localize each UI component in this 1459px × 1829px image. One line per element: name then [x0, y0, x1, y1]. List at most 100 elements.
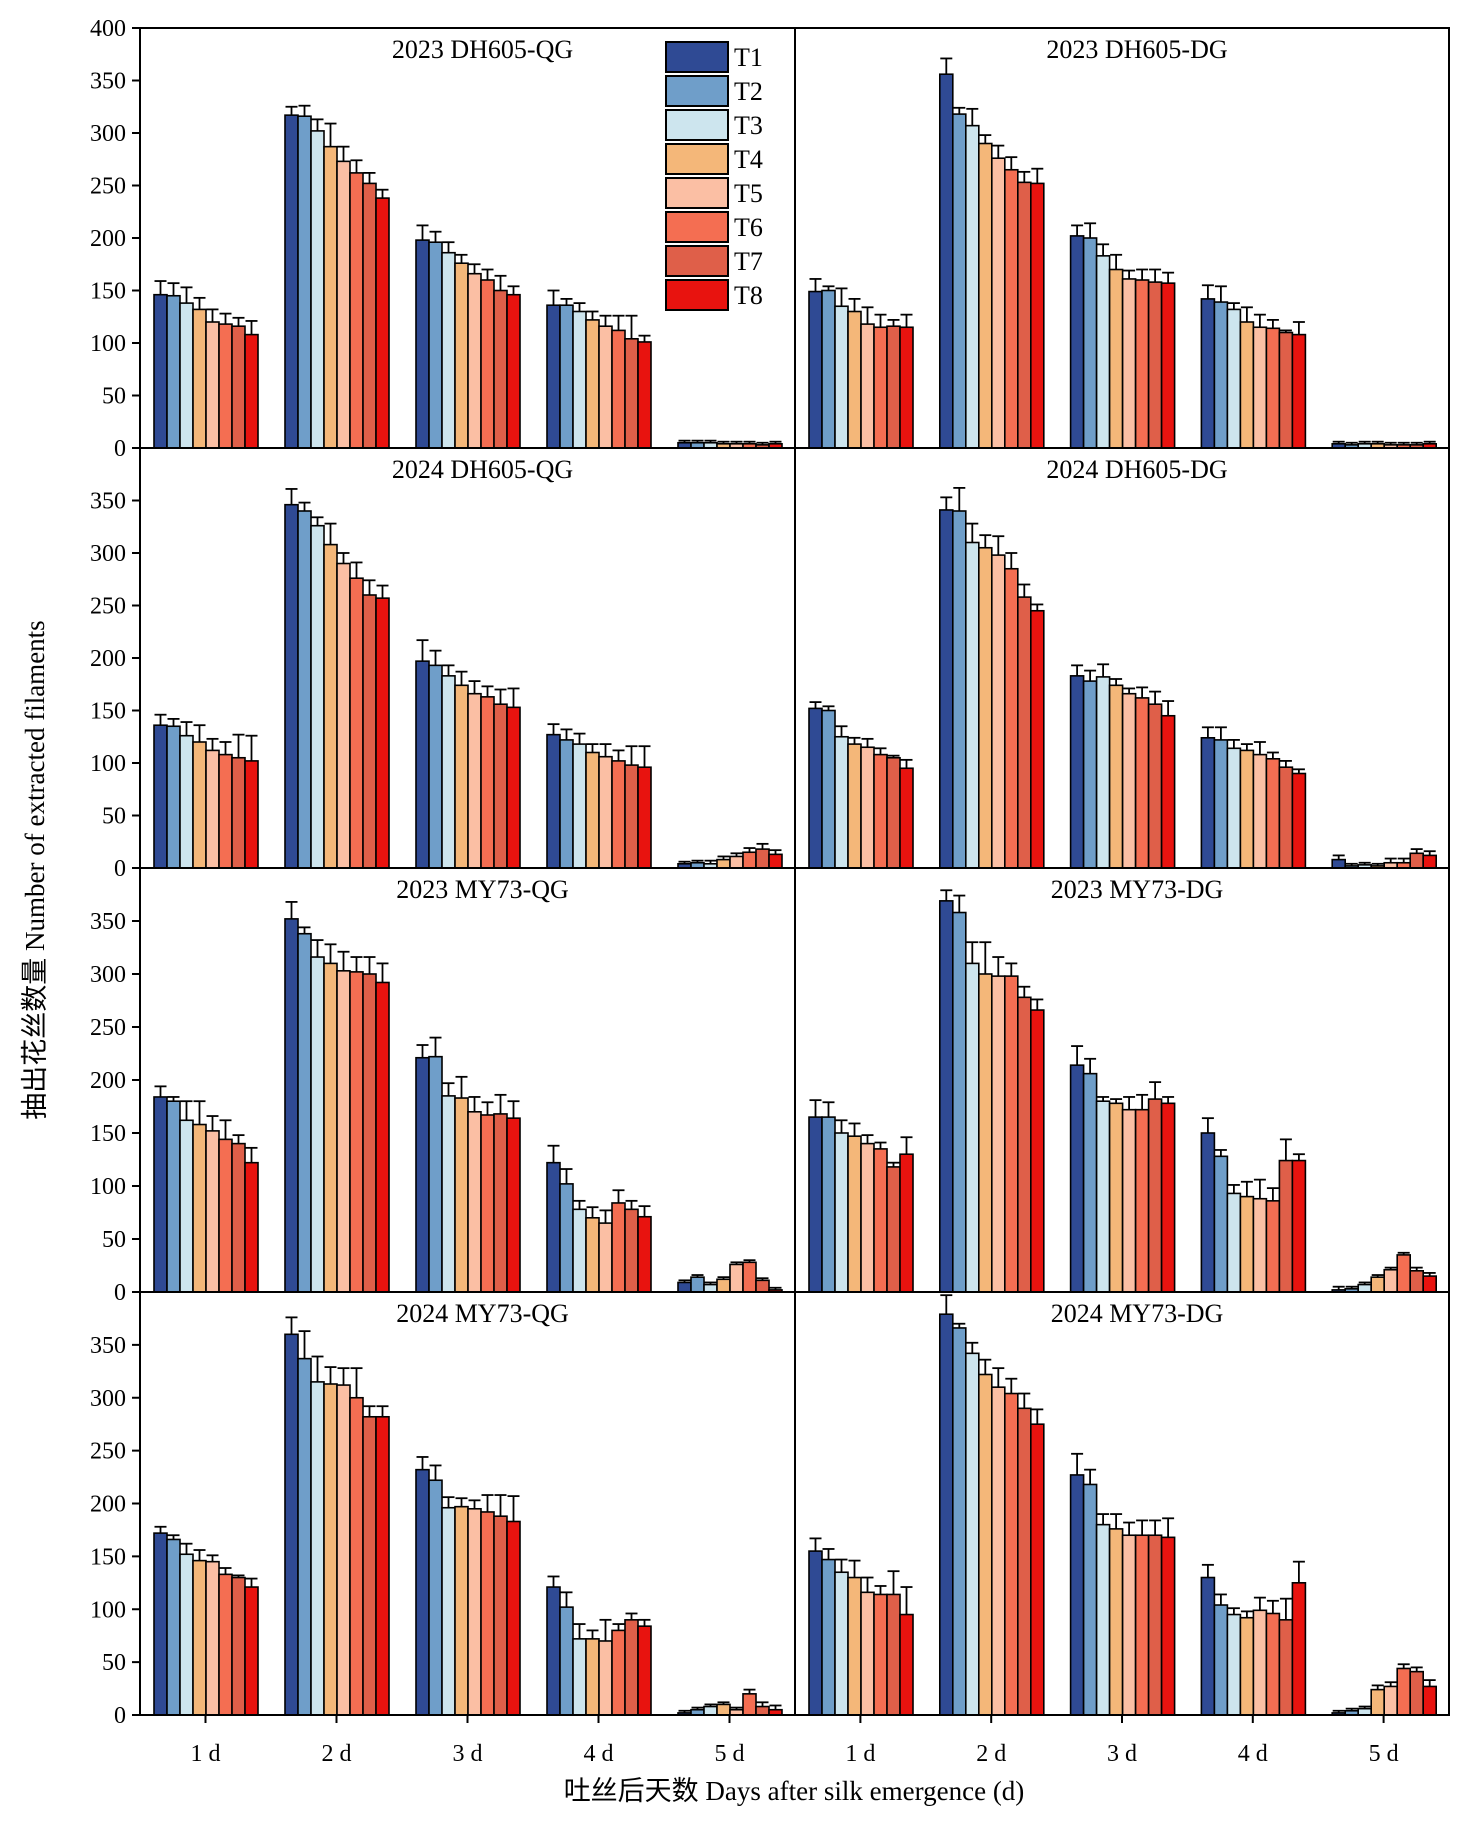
error-bar — [874, 1585, 887, 1595]
bar-t4-4d — [585, 319, 600, 449]
error-bar — [940, 496, 953, 510]
bar-t8-5d — [1422, 1275, 1437, 1293]
error-bar — [704, 1281, 717, 1285]
error-bar — [1345, 441, 1358, 445]
bar-t4-2d — [977, 546, 993, 869]
y-tick-label: 400 — [90, 16, 126, 42]
error-bar — [874, 747, 887, 755]
legend-label: T8 — [734, 281, 763, 310]
bar-t6-2d — [349, 971, 364, 1293]
bar-t1-4d — [1200, 1576, 1216, 1716]
error-bar — [232, 733, 245, 758]
bar-t3-2d — [310, 956, 325, 1293]
bar-t4-2d — [323, 145, 338, 449]
error-bar — [193, 1549, 206, 1561]
bar-t8-4d — [1291, 1582, 1307, 1716]
bar-t7-1d — [886, 1593, 901, 1716]
bar-t7-2d — [1016, 181, 1032, 449]
bar-t7-1d — [886, 756, 901, 869]
error-bar — [612, 1189, 625, 1203]
error-bar — [1071, 1452, 1084, 1475]
legend-item-t4: T4 — [665, 143, 763, 175]
bar-t2-1d — [821, 1116, 836, 1293]
error-bar — [376, 962, 389, 983]
bar-t4-5d — [716, 1703, 731, 1716]
bar-t4-5d — [716, 858, 731, 869]
error-bar — [979, 1358, 992, 1375]
error-bar — [1018, 1392, 1031, 1409]
bar-t3-4d — [1226, 1192, 1242, 1293]
y-tick-label: 150 — [90, 1121, 126, 1147]
error-bar — [1371, 1274, 1384, 1278]
error-bar — [717, 1701, 730, 1705]
bar-t1-1d — [808, 290, 823, 449]
bar-t8-3d — [506, 293, 521, 449]
error-bar — [717, 1276, 730, 1280]
bar-t5-5d — [1383, 1268, 1398, 1293]
error-bar — [167, 1096, 180, 1102]
error-bar — [494, 688, 507, 705]
y-tick-label: 300 — [90, 962, 126, 988]
error-bar — [940, 57, 953, 75]
error-bar — [848, 297, 861, 312]
error-bar — [966, 522, 979, 543]
bar-t1-1d — [808, 707, 823, 869]
error-bar — [547, 289, 560, 306]
error-bar — [455, 253, 468, 264]
legend-label: T1 — [734, 43, 763, 72]
bar-t6-4d — [611, 1202, 626, 1293]
bar-t2-3d — [428, 1479, 443, 1716]
bar-t3-4d — [572, 1638, 587, 1716]
bar-t8-3d — [1160, 1102, 1176, 1293]
error-bar — [468, 1499, 481, 1509]
error-bar — [1201, 1117, 1214, 1133]
error-bar — [1214, 1149, 1227, 1157]
error-bar — [206, 1115, 219, 1131]
error-bar — [1227, 739, 1240, 749]
panel-8: 2024 MY73-DG 1 d 2 d 3 d 4 d 5 d — [794, 1291, 1450, 1767]
error-bar — [350, 561, 363, 579]
error-bar — [442, 1496, 455, 1508]
error-bar — [1253, 1178, 1266, 1199]
bar-t3-2d — [310, 1381, 325, 1716]
y-tick-label: 50 — [102, 804, 126, 830]
error-bar — [494, 1093, 507, 1114]
error-bar — [1253, 1596, 1266, 1611]
error-bar — [285, 105, 298, 116]
error-bar — [298, 1330, 311, 1359]
error-bar — [547, 1144, 560, 1163]
error-bar — [1110, 1513, 1123, 1529]
y-tick-label: 250 — [90, 1015, 126, 1041]
error-bar — [809, 1099, 822, 1118]
error-bar — [416, 224, 429, 241]
error-bar — [900, 313, 913, 328]
error-bar — [219, 741, 232, 755]
error-bar — [1332, 1285, 1345, 1290]
error-bar — [1201, 726, 1214, 738]
bar-t3-1d — [834, 1132, 849, 1293]
error-bar — [1410, 441, 1423, 445]
error-bar — [625, 1612, 638, 1620]
error-bar — [350, 159, 363, 173]
bar-t2-4d — [559, 1606, 574, 1716]
error-bar — [638, 745, 651, 768]
bar-t5-3d — [467, 692, 482, 869]
error-bar — [219, 1119, 232, 1140]
error-bar — [678, 860, 691, 864]
bar-t4-2d — [323, 543, 338, 869]
bar-t1-3d — [415, 1468, 430, 1716]
bar-t3-1d — [834, 735, 849, 869]
bar-t8-3d — [1160, 282, 1176, 449]
bar-t8-2d — [375, 597, 390, 869]
error-bar — [337, 950, 350, 971]
error-bar — [953, 106, 966, 115]
error-bar — [599, 743, 612, 757]
error-bar — [1084, 222, 1097, 238]
bar-t6-4d — [611, 760, 626, 869]
bar-t7-3d — [493, 289, 508, 449]
error-bar — [245, 320, 258, 335]
bar-t5-1d — [205, 1560, 220, 1716]
error-bar — [1031, 167, 1044, 184]
y-tick-label: 200 — [90, 226, 126, 252]
